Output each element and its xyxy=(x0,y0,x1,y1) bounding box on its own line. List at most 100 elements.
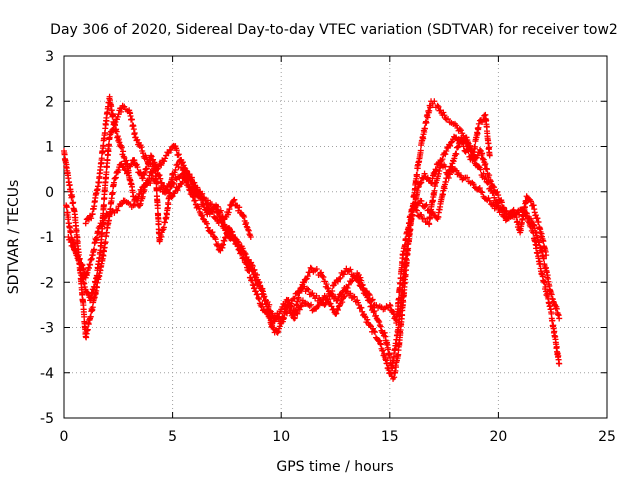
data-point xyxy=(113,206,120,213)
data-point xyxy=(266,315,273,322)
data-point xyxy=(432,166,439,173)
data-point xyxy=(381,329,388,336)
data-point xyxy=(485,195,492,202)
data-point xyxy=(415,183,422,190)
data-point xyxy=(192,197,199,204)
data-point xyxy=(448,139,455,146)
data-point xyxy=(94,272,101,279)
data-point xyxy=(371,329,378,336)
data-point xyxy=(226,206,233,213)
data-point xyxy=(138,144,145,151)
data-point xyxy=(231,196,238,203)
data-point xyxy=(498,199,505,206)
data-point xyxy=(418,179,425,186)
data-point xyxy=(175,152,182,159)
data-point xyxy=(414,171,421,178)
data-point xyxy=(423,201,430,208)
data-point xyxy=(81,280,88,287)
data-point xyxy=(144,156,151,163)
data-point xyxy=(481,112,488,119)
data-point xyxy=(368,297,375,304)
data-point xyxy=(175,163,182,170)
data-point xyxy=(70,199,77,206)
data-point xyxy=(549,317,556,324)
data-point xyxy=(418,197,425,204)
data-point xyxy=(246,231,253,238)
data-point xyxy=(241,214,248,221)
data-point xyxy=(139,175,146,182)
data-point xyxy=(221,237,228,244)
data-point xyxy=(68,229,75,236)
data-point xyxy=(266,301,273,308)
data-point xyxy=(72,249,79,256)
data-point xyxy=(525,216,532,223)
data-point xyxy=(366,292,373,299)
data-point xyxy=(221,221,228,228)
data-point xyxy=(454,144,461,151)
y-tick-label: -5 xyxy=(40,411,54,427)
data-point xyxy=(161,158,168,165)
series-arc-5 xyxy=(412,134,550,259)
data-point xyxy=(165,150,172,157)
data-point xyxy=(543,269,550,276)
data-point xyxy=(175,151,182,158)
data-point xyxy=(372,312,379,319)
data-point xyxy=(338,291,345,298)
data-point xyxy=(431,98,438,105)
data-point xyxy=(229,228,236,235)
data-point xyxy=(448,163,455,170)
data-point xyxy=(232,235,239,242)
data-point xyxy=(69,242,76,249)
data-point xyxy=(470,181,477,188)
data-point xyxy=(486,152,493,159)
data-point xyxy=(115,167,122,174)
data-point xyxy=(118,108,125,115)
data-point xyxy=(106,212,113,219)
y-tick-label: -2 xyxy=(40,275,54,291)
y-tick-label: 3 xyxy=(45,49,54,65)
data-point xyxy=(339,299,346,306)
data-point xyxy=(100,219,107,226)
data-point xyxy=(226,224,233,231)
data-point xyxy=(110,112,117,119)
data-point xyxy=(106,142,113,149)
data-point xyxy=(413,207,420,214)
data-point xyxy=(367,322,374,329)
data-point xyxy=(453,151,460,158)
data-point xyxy=(529,225,536,232)
data-point xyxy=(104,157,111,164)
data-point xyxy=(295,295,302,302)
data-point xyxy=(255,294,262,301)
data-point xyxy=(442,163,449,170)
data-point xyxy=(222,234,229,241)
data-point xyxy=(486,177,493,184)
data-point xyxy=(351,293,358,300)
data-point xyxy=(194,187,201,194)
data-point xyxy=(179,159,186,166)
data-point xyxy=(500,204,507,211)
data-point xyxy=(275,313,282,320)
data-point xyxy=(91,283,98,290)
data-point xyxy=(237,249,244,256)
data-point xyxy=(297,303,304,310)
data-point xyxy=(69,193,76,200)
data-point xyxy=(230,197,237,204)
data-point xyxy=(347,290,354,297)
data-point xyxy=(439,156,446,163)
data-point xyxy=(489,201,496,208)
data-point xyxy=(477,166,484,173)
data-point xyxy=(472,143,479,150)
data-point xyxy=(476,146,483,153)
data-point xyxy=(299,297,306,304)
data-point xyxy=(359,281,366,288)
data-point xyxy=(196,205,203,212)
data-point xyxy=(371,328,378,335)
data-point xyxy=(156,172,163,179)
x-tick-label: 25 xyxy=(598,429,616,445)
data-point xyxy=(377,341,384,348)
data-point xyxy=(241,255,248,262)
data-point xyxy=(174,187,181,194)
data-point xyxy=(143,165,150,172)
data-point xyxy=(130,126,137,133)
data-point xyxy=(162,155,169,162)
